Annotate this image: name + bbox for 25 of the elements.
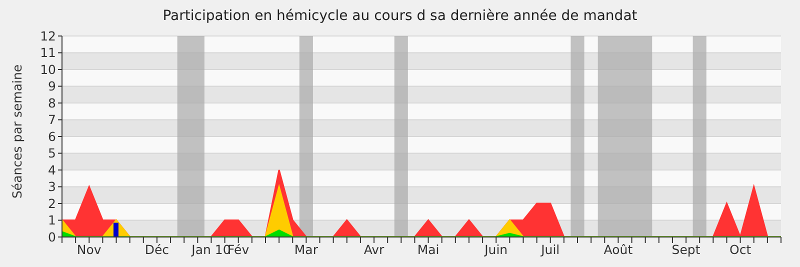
x-tick-label: Juil (540, 242, 560, 257)
y-tick-label: 10 (40, 62, 56, 77)
x-tick-label: Avr (364, 242, 386, 257)
x-tick-label: Sept (672, 242, 700, 257)
y-tick-label: 9 (48, 78, 56, 94)
x-tick-label: Mai (417, 242, 440, 257)
y-tick-label: 12 (40, 28, 56, 44)
x-tick-label: Mar (294, 242, 319, 257)
y-tick-label: 0 (48, 229, 56, 244)
y-tick-label: 11 (40, 45, 56, 60)
y-tick-label: 8 (48, 95, 56, 110)
x-tick-label: Juin (484, 242, 508, 257)
x-tick-label: Nov (76, 242, 102, 257)
x-tick-label: Déc (144, 242, 170, 257)
y-tick-label: 5 (48, 146, 56, 161)
y-tick-label: 2 (48, 196, 56, 211)
y-tick-label: 4 (48, 162, 56, 178)
y-tick-label: 3 (48, 179, 56, 194)
y-tick-label: 6 (48, 128, 56, 144)
y-tick-label: 7 (48, 112, 56, 128)
y-tick-label: 1 (48, 212, 56, 228)
x-tick-label: Oct (729, 242, 752, 257)
chart-title: Participation en hémicycle au cours d sa dernière année de mandat (162, 8, 638, 24)
y-axis-title: Séances par semaine (9, 64, 24, 198)
x-tick-label: Août (604, 242, 633, 257)
